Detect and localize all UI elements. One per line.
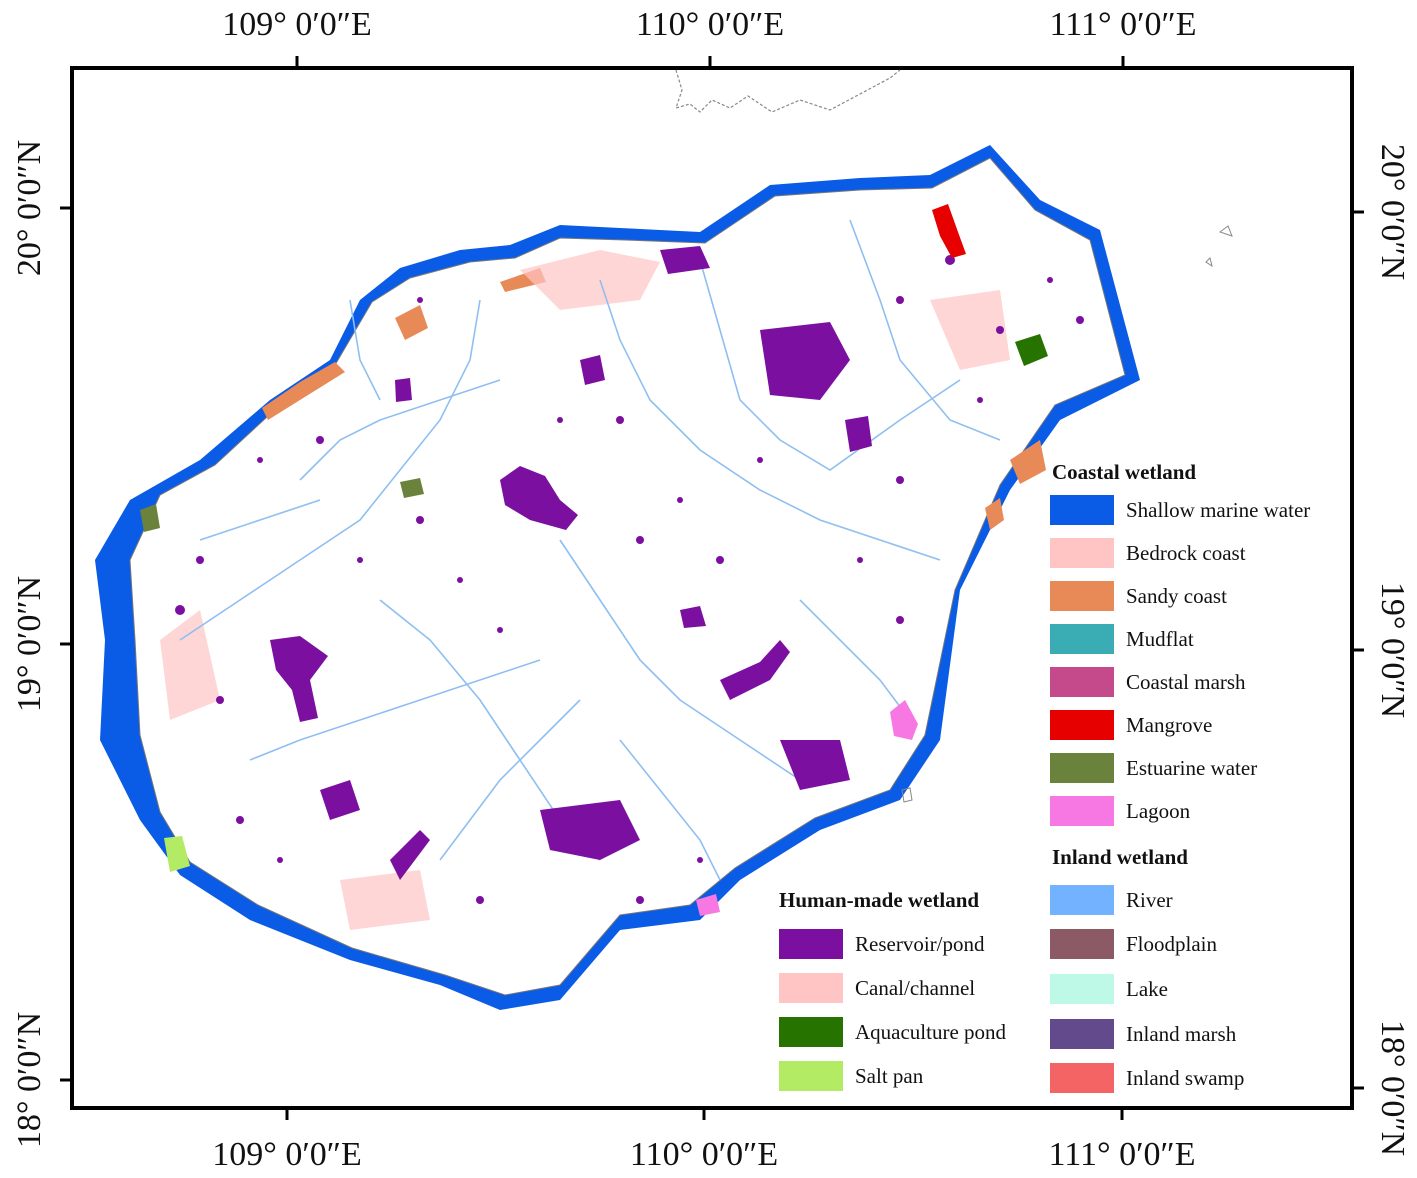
map-frame [70, 66, 1354, 1110]
legend-swatch [779, 929, 843, 959]
legend-swatch [779, 1061, 843, 1091]
lagoon-patch-south [696, 894, 720, 916]
legend-swatch [779, 973, 843, 1003]
legend-item-bedrock-coast: Bedrock coast [1050, 538, 1246, 568]
estuarine-water-patch-west [140, 504, 160, 532]
legend-label: Lake [1126, 976, 1168, 1001]
left-latitude-label: 19° 0′0″N [11, 575, 48, 713]
legend-coastal-title: Coastal wetland [1052, 460, 1197, 484]
legend-item-mangrove: Mangrove [1050, 710, 1212, 740]
legend-label: Sandy coast [1126, 583, 1227, 608]
legend-item-shallow-marine-water: Shallow marine water [1050, 495, 1310, 525]
legend-swatch [1050, 581, 1114, 611]
legend-label: Canal/channel [855, 975, 976, 1000]
legend-item-mudflat: Mudflat [1050, 624, 1194, 654]
bottom-longitude-label: 109° 0′0″E [212, 1136, 362, 1173]
legend-swatch [1050, 710, 1114, 740]
legend-label: Mangrove [1126, 712, 1213, 737]
aquaculture-pond-patch [1015, 334, 1048, 366]
right-latitude-label: 18° 0′0″N [1374, 1019, 1411, 1157]
legend-item-lake: Lake [1050, 974, 1168, 1004]
left-latitude-label: 18° 0′0″N [11, 1011, 48, 1149]
legend-item-salt-pan: Salt pan [779, 1061, 923, 1091]
right-latitude-label: 20° 0′0″N [1374, 143, 1411, 281]
offshore-islets [901, 225, 1233, 803]
top-longitude-label: 109° 0′0″E [222, 6, 372, 43]
legend-item-estuarine-water: Estuarine water [1050, 753, 1257, 783]
legend-item-inland-swamp: Inland swamp [1050, 1063, 1244, 1093]
scattered-pond-dots [175, 255, 1084, 904]
legend-swatch [1050, 885, 1114, 915]
legend-label: Shallow marine water [1126, 497, 1311, 522]
legend-swatch [779, 1017, 843, 1047]
legend-swatch [1050, 1019, 1114, 1049]
bottom-longitude-label: 110° 0′0″E [629, 1136, 779, 1173]
bottom-longitude-label: 111° 0′0″E [1048, 1136, 1196, 1173]
legend-label: Aquaculture pond [855, 1019, 1007, 1044]
mangrove-patch [932, 204, 966, 258]
estuarine-water-patch [400, 478, 424, 498]
legend-label: Reservoir/pond [855, 931, 985, 956]
top-longitude-label: 110° 0′0″E [635, 6, 785, 43]
legend-swatch [1050, 974, 1114, 1004]
right-latitude-label: 19° 0′0″N [1374, 581, 1411, 719]
legend-label: Lagoon [1126, 798, 1191, 823]
sandy-coast-patches [262, 268, 1046, 530]
bedrock-coast-patches [160, 250, 1010, 930]
legend-label: River [1126, 887, 1173, 912]
legend-inland-title: Inland wetland [1052, 845, 1188, 869]
legend-swatch [1050, 624, 1114, 654]
legend-label: Inland marsh [1126, 1021, 1237, 1046]
river-network [179, 219, 1001, 881]
legend-swatch [1050, 753, 1114, 783]
legend-swatch [1050, 495, 1114, 525]
legend-item-inland-marsh: Inland marsh [1050, 1019, 1236, 1049]
legend-label: Bedrock coast [1126, 540, 1246, 565]
mainland-coastline [675, 69, 901, 113]
legend-item-lagoon: Lagoon [1050, 796, 1190, 826]
legend-label: Inland swamp [1126, 1065, 1245, 1090]
legend-item-reservoir-pond: Reservoir/pond [779, 929, 984, 959]
salt-pan-patch [164, 836, 190, 872]
legend-swatch [1050, 538, 1114, 568]
legend-swatch [1050, 667, 1114, 697]
legend-label: Estuarine water [1126, 755, 1258, 780]
legend-item-sandy-coast: Sandy coast [1050, 581, 1227, 611]
left-latitude-label: 20° 0′0″N [11, 139, 48, 277]
legend-swatch [1050, 1063, 1114, 1093]
legend-label: Floodplain [1126, 931, 1218, 956]
legend-item-river: River [1050, 885, 1173, 915]
legend-swatch [1050, 929, 1114, 959]
reservoir-pond-patches [270, 246, 872, 880]
legend-label: Salt pan [855, 1063, 924, 1088]
legend-swatch [1050, 796, 1114, 826]
legend-label: Coastal marsh [1126, 669, 1246, 694]
legend-item-floodplain: Floodplain [1050, 929, 1217, 959]
legend-item-canal-channel: Canal/channel [779, 973, 975, 1003]
legend-human-made-title: Human-made wetland [779, 888, 980, 912]
hainan-island [129, 157, 1126, 996]
lagoon-patch-east [890, 700, 918, 740]
graticule-ticks [60, 56, 1364, 1120]
legend-item-aquaculture-pond: Aquaculture pond [779, 1017, 1006, 1047]
legend-item-coastal-marsh: Coastal marsh [1050, 667, 1246, 697]
top-longitude-label: 111° 0′0″E [1049, 6, 1197, 43]
legend-label: Mudflat [1126, 626, 1194, 651]
